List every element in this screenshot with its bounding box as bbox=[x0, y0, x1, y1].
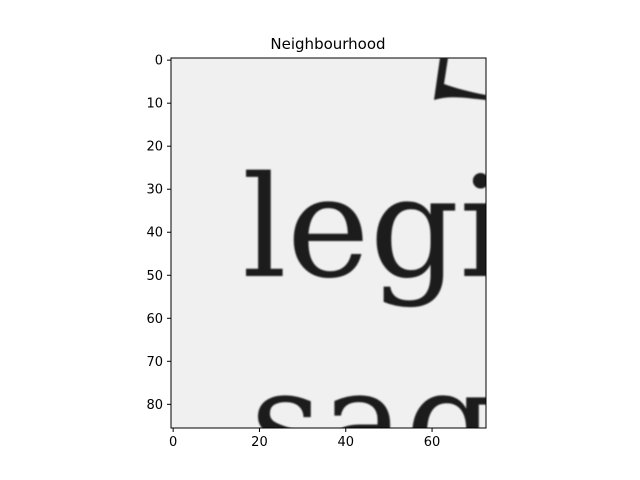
plot-frame bbox=[170, 57, 487, 429]
y-tick-label: 80 bbox=[146, 398, 163, 413]
y-tick-label: 10 bbox=[146, 97, 163, 112]
image-area: legi sag bbox=[171, 58, 504, 480]
x-tick-label: 20 bbox=[251, 435, 268, 450]
text-line-sag: sag bbox=[250, 341, 495, 480]
y-tick-label: 40 bbox=[146, 226, 163, 241]
partial-glyph-top bbox=[434, 58, 486, 100]
x-tick-label: 40 bbox=[337, 435, 354, 450]
x-tick-label: 60 bbox=[424, 435, 441, 450]
y-tick-label: 20 bbox=[146, 140, 163, 155]
x-axis: 0 20 40 60 bbox=[169, 428, 440, 450]
y-tick-label: 70 bbox=[146, 355, 163, 370]
y-axis: 0 10 20 30 40 50 60 70 80 bbox=[146, 54, 171, 413]
y-tick-label: 60 bbox=[146, 312, 163, 327]
y-tick-label: 0 bbox=[155, 54, 163, 69]
chart-title: Neighbourhood bbox=[270, 35, 385, 53]
text-line-legi: legi bbox=[242, 147, 504, 310]
image-background bbox=[171, 58, 486, 428]
y-tick-label: 50 bbox=[146, 269, 163, 284]
y-tick-label: 30 bbox=[146, 183, 163, 198]
x-tick-label: 0 bbox=[169, 435, 177, 450]
